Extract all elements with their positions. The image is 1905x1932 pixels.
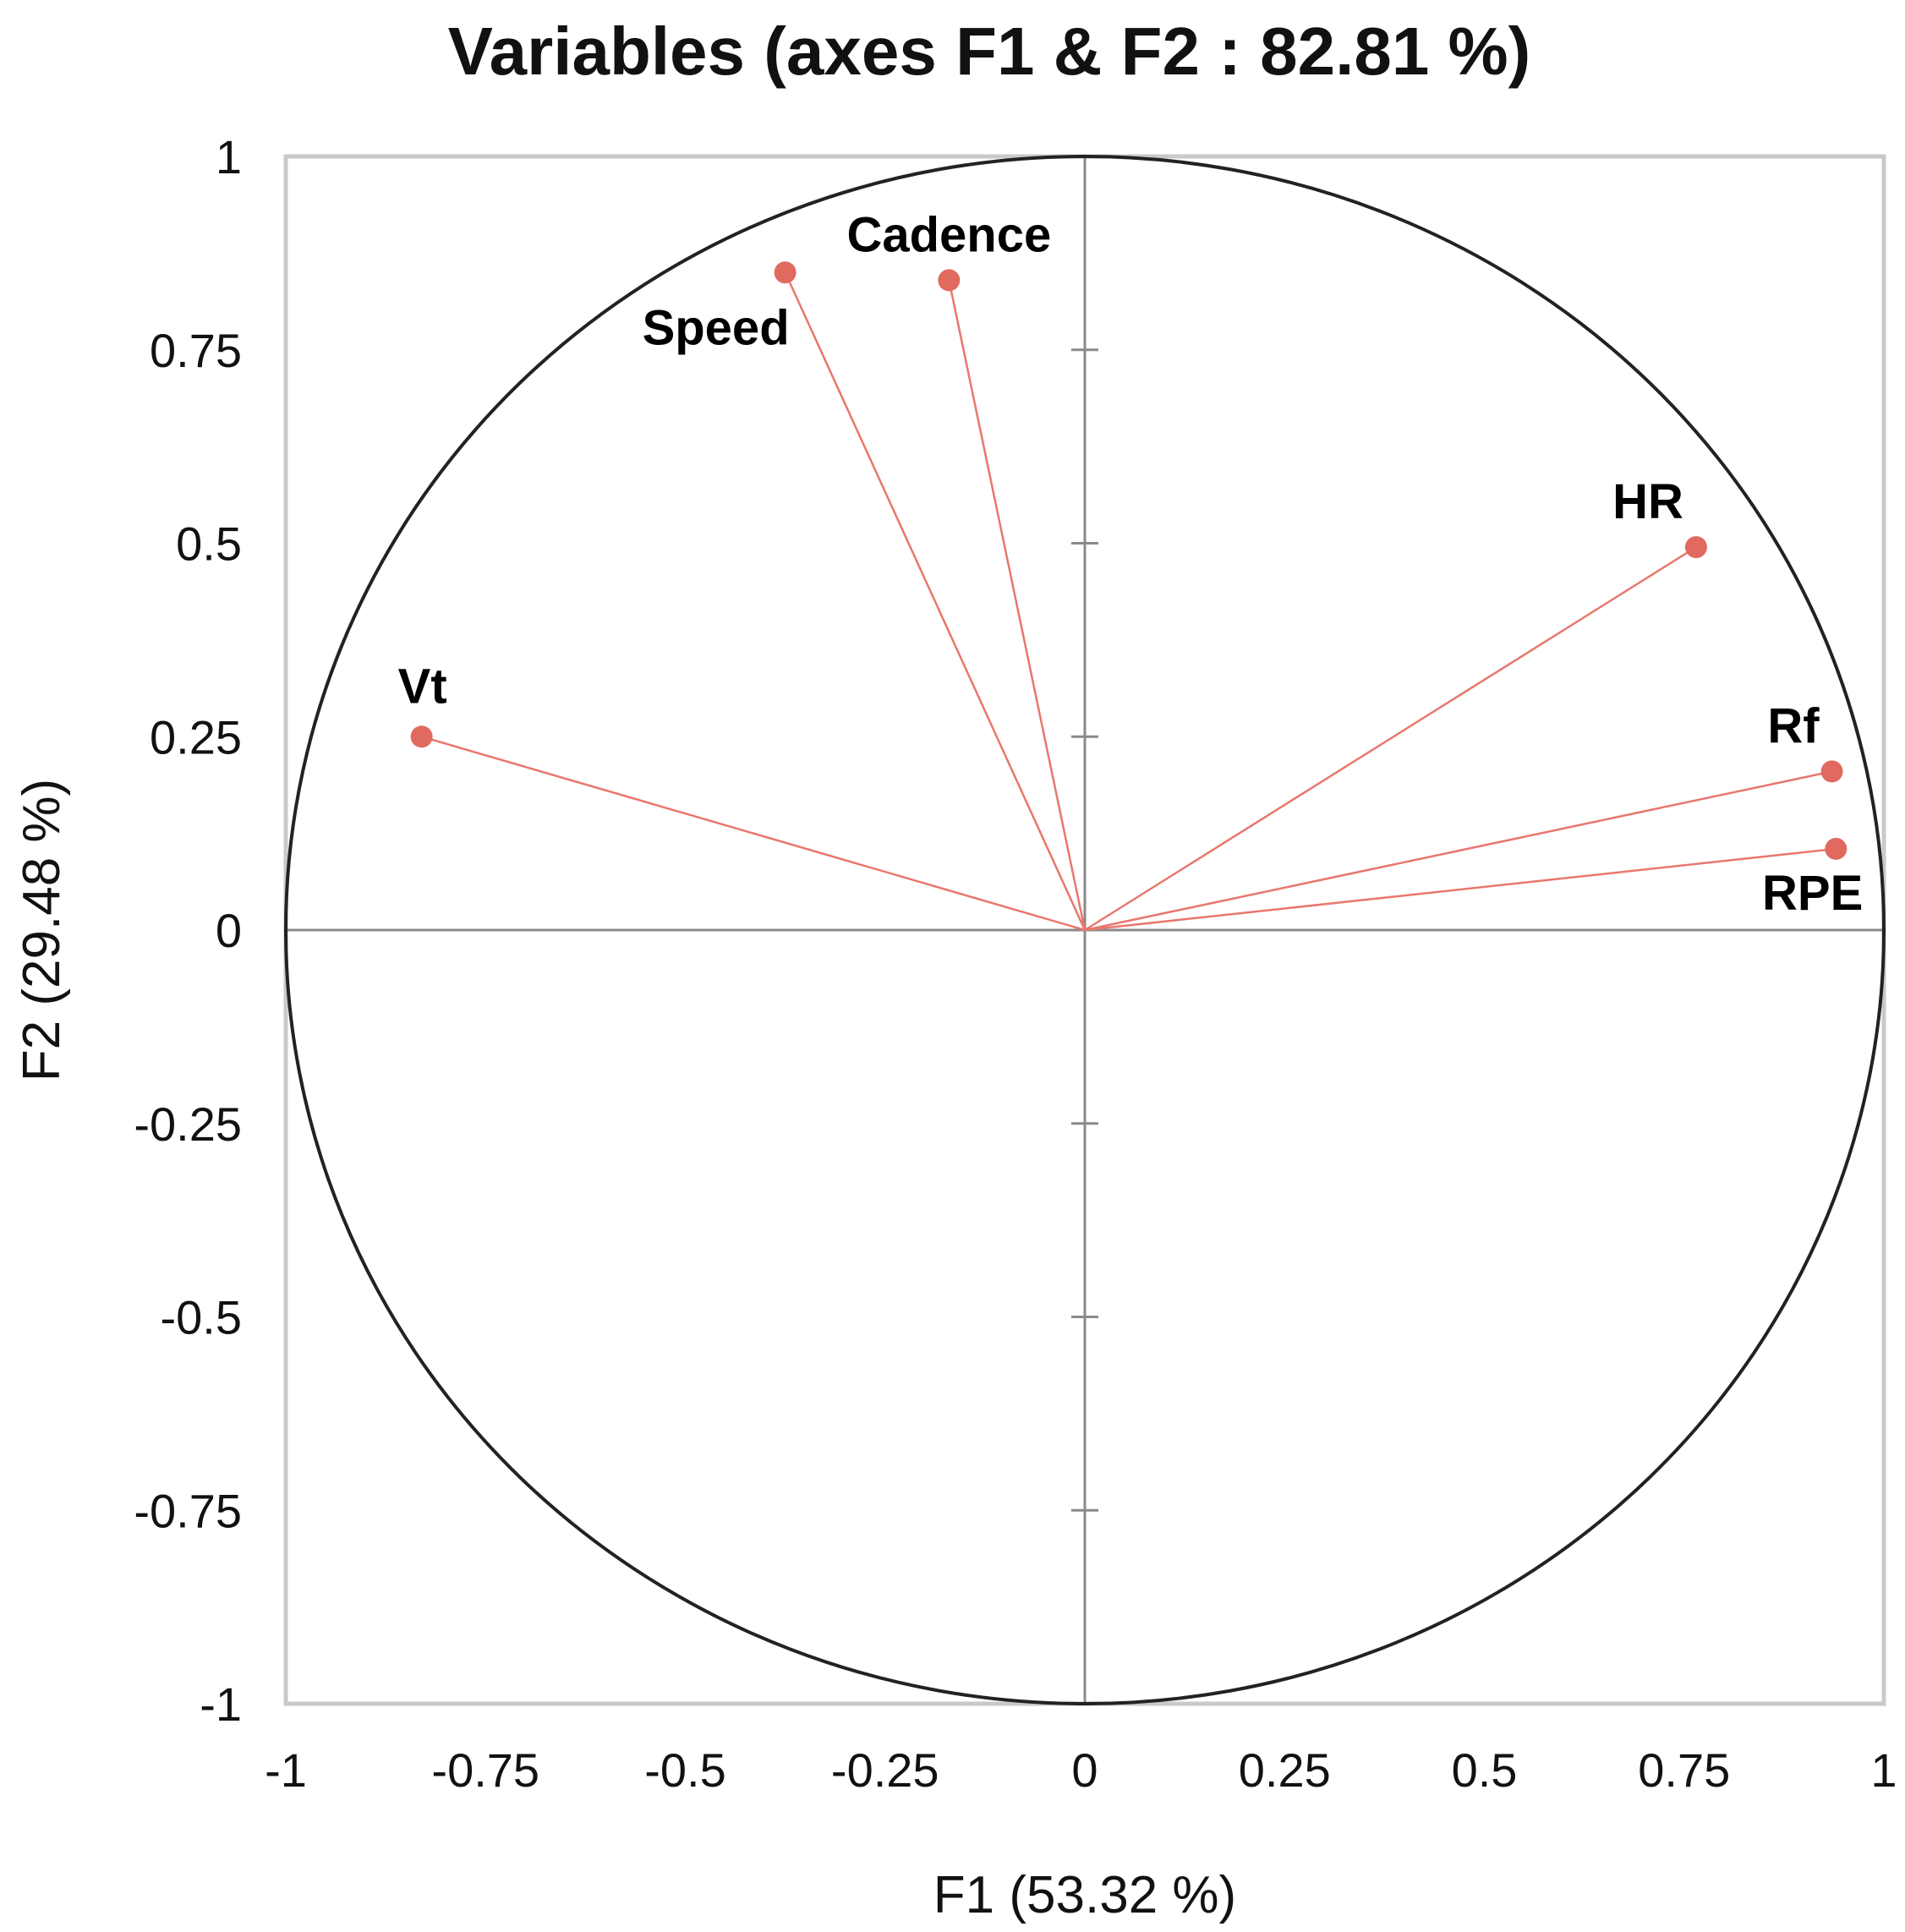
x-tick-label: 0.75 xyxy=(1638,1743,1730,1797)
y-tick-label: -0.5 xyxy=(161,1291,243,1344)
label-rpe: RPE xyxy=(1762,866,1863,921)
point-rpe xyxy=(1825,837,1848,860)
y-tick-label: 0.25 xyxy=(150,710,242,763)
y-tick-label: -1 xyxy=(200,1678,242,1731)
point-speed xyxy=(774,261,796,284)
y-axis-ticks: 1 0.75 0.5 0.25 0 -0.25 -0.5 -0.75 -1 xyxy=(134,130,242,1731)
x-tick-label: 0 xyxy=(1071,1743,1098,1797)
unit-circle xyxy=(284,155,1886,1705)
chart-title: Variables (axes F1 & F2 : 82.81 %) xyxy=(448,14,1531,89)
y-tick-label: 0 xyxy=(216,904,242,957)
point-rf xyxy=(1820,760,1843,783)
variable-labels: Cadence Speed HR Vt Rf RPE xyxy=(398,207,1864,921)
label-speed: Speed xyxy=(643,300,790,355)
variable-vectors xyxy=(421,271,1837,932)
label-hr: HR xyxy=(1612,474,1683,529)
variable-points xyxy=(410,261,1848,860)
y-tick-label: 0.5 xyxy=(176,517,242,571)
vector-speed xyxy=(784,271,1087,931)
x-axis-ticks: -1 -0.75 -0.5 -0.25 0 0.25 0.5 0.75 1 xyxy=(265,1743,1897,1797)
vector-cadence xyxy=(948,280,1087,931)
label-cadence: Cadence xyxy=(846,207,1051,262)
label-rf: Rf xyxy=(1767,698,1820,753)
x-tick-label: -0.5 xyxy=(644,1743,726,1797)
y-tick-label: 1 xyxy=(216,130,242,183)
y-tick-label: 0.75 xyxy=(150,324,242,377)
point-vt xyxy=(410,725,433,748)
point-cadence xyxy=(938,269,961,292)
y-axis-label: F2 (29.48 %) xyxy=(13,779,71,1081)
x-axis-label: F1 (53.32 %) xyxy=(933,1866,1236,1924)
vector-rpe xyxy=(1084,847,1837,932)
y-axis-minor-ticks xyxy=(1071,348,1098,1512)
point-hr xyxy=(1684,536,1707,559)
vector-hr xyxy=(1084,546,1697,932)
label-vt: Vt xyxy=(398,659,447,714)
y-tick-label: -0.25 xyxy=(134,1097,242,1151)
x-tick-label: 1 xyxy=(1870,1743,1897,1797)
vector-rf xyxy=(1084,770,1832,932)
x-tick-label: -1 xyxy=(265,1743,307,1797)
vector-vt xyxy=(421,736,1086,932)
x-tick-label: -0.25 xyxy=(831,1743,939,1797)
x-tick-label: 0.25 xyxy=(1239,1743,1331,1797)
x-tick-label: -0.75 xyxy=(431,1743,539,1797)
x-tick-label: 0.5 xyxy=(1452,1743,1518,1797)
y-tick-label: -0.75 xyxy=(134,1484,242,1537)
